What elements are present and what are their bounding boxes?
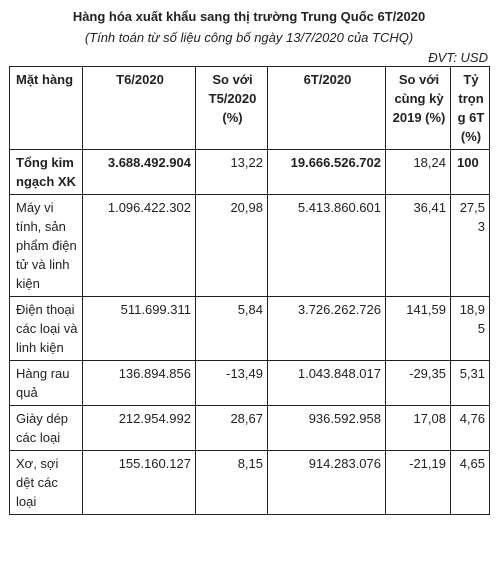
cell-item: Giày dép các loại <box>9 405 83 451</box>
cell-item: Điện thoại các loại và linh kiện <box>9 296 83 361</box>
cell-share: 18,95 <box>450 296 490 361</box>
table-row: Giày dép các loại 212.954.992 28,67 936.… <box>9 405 490 451</box>
header-vs-t5: So với T5/2020 (%) <box>195 66 268 150</box>
header-t6: T6/2020 <box>82 66 196 150</box>
cell-t6: 136.894.856 <box>82 360 196 406</box>
cell-6t: 3.726.262.726 <box>267 296 386 361</box>
cell-share: 4,65 <box>450 450 490 515</box>
cell-share: 5,31 <box>450 360 490 406</box>
header-vs-2019: So với cùng kỳ 2019 (%) <box>385 66 451 150</box>
page-title: Hàng hóa xuất khẩu sang thị trường Trung… <box>72 9 426 24</box>
table-row: Hàng rau quả 136.894.856 -13,49 1.043.84… <box>9 360 490 406</box>
header-item: Mặt hàng <box>9 66 83 150</box>
cell-vs-2019: -29,35 <box>385 360 451 406</box>
cell-vs-t5: 20,98 <box>195 194 268 297</box>
table-row-total: Tổng kim ngạch XK 3.688.492.904 13,22 19… <box>9 149 490 195</box>
cell-6t: 5.413.860.601 <box>267 194 386 297</box>
cell-item: Hàng rau quả <box>9 360 83 406</box>
cell-vs-2019: 17,08 <box>385 405 451 451</box>
table-row: Xơ, sợi dệt các loại 155.160.127 8,15 91… <box>9 450 490 515</box>
cell-6t: 914.283.076 <box>267 450 386 515</box>
cell-t6: 3.688.492.904 <box>82 149 196 195</box>
cell-vs-2019: 18,24 <box>385 149 451 195</box>
cell-t6: 1.096.422.302 <box>82 194 196 297</box>
cell-t6: 511.699.311 <box>82 296 196 361</box>
page-subtitle: (Tính toán từ số liệu công bố ngày 13/7/… <box>84 30 414 45</box>
cell-share: 4,76 <box>450 405 490 451</box>
cell-vs-t5: 13,22 <box>195 149 268 195</box>
cell-t6: 155.160.127 <box>82 450 196 515</box>
cell-6t: 1.043.848.017 <box>267 360 386 406</box>
cell-t6: 212.954.992 <box>82 405 196 451</box>
export-table: Mặt hàng T6/2020 So với T5/2020 (%) 6T/2… <box>9 66 490 515</box>
cell-item: Xơ, sợi dệt các loại <box>9 450 83 515</box>
cell-share: 100 <box>450 149 490 195</box>
cell-item: Máy vi tính, sản phẩm điện tử và linh ki… <box>9 194 83 297</box>
table-row: Máy vi tính, sản phẩm điện tử và linh ki… <box>9 194 490 297</box>
cell-vs-2019: 36,41 <box>385 194 451 297</box>
cell-vs-t5: 28,67 <box>195 405 268 451</box>
header-share: Tỷ trọng 6T (%) <box>450 66 490 150</box>
table-row: Điện thoại các loại và linh kiện 511.699… <box>9 296 490 361</box>
cell-vs-t5: 5,84 <box>195 296 268 361</box>
cell-vs-2019: 141,59 <box>385 296 451 361</box>
table-header-row: Mặt hàng T6/2020 So với T5/2020 (%) 6T/2… <box>9 66 490 150</box>
cell-vs-2019: -21,19 <box>385 450 451 515</box>
cell-share: 27,53 <box>450 194 490 297</box>
cell-item: Tổng kim ngạch XK <box>9 149 83 195</box>
header-6t: 6T/2020 <box>267 66 386 150</box>
cell-vs-t5: -13,49 <box>195 360 268 406</box>
unit-label: ĐVT: USD <box>428 50 488 65</box>
cell-6t: 936.592.958 <box>267 405 386 451</box>
cell-vs-t5: 8,15 <box>195 450 268 515</box>
cell-6t: 19.666.526.702 <box>267 149 386 195</box>
